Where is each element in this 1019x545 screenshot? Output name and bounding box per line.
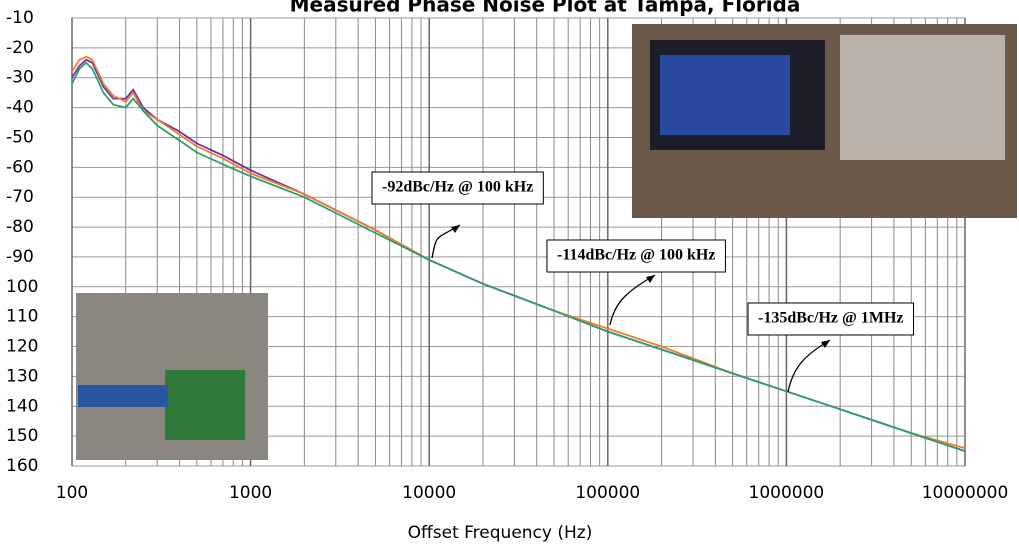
y-tick-label: -60: [6, 157, 34, 177]
photo-analyzer: [632, 24, 1017, 218]
annotation: -135dBc/Hz @ 1MHz: [758, 310, 904, 327]
annotation-arrow: [610, 275, 655, 325]
y-tick-label: -90: [6, 247, 34, 267]
photo-cable: [78, 385, 168, 407]
x-tick-label: 1000: [229, 483, 272, 503]
page: Measured Phase Noise Plot at Tampa, Flor…: [0, 0, 1019, 545]
chart: Measured Phase Noise Plot at Tampa, Flor…: [0, 0, 1019, 545]
y-tick-label: -80: [6, 217, 34, 237]
annotation: -92dBc/Hz @ 100 kHz: [382, 179, 533, 196]
photo-panel: [840, 35, 1005, 160]
y-tick-label: -30: [6, 68, 34, 88]
x-tick-label: 100000: [575, 483, 640, 503]
x-axis-label: Offset Frequency (Hz): [408, 523, 593, 543]
y-tick-label: -20: [6, 38, 34, 58]
photo-board: [76, 293, 268, 460]
chart-title: Measured Phase Noise Plot at Tampa, Flor…: [290, 0, 801, 17]
y-tick-label: 160: [6, 456, 38, 476]
photo-pcb: [165, 370, 245, 440]
annotation-arrowhead: [646, 275, 655, 283]
y-tick-label: -50: [6, 127, 34, 147]
y-tick-label: -10: [6, 8, 34, 28]
y-tick-label: 140: [6, 396, 38, 416]
x-tick-label: 100: [56, 483, 88, 503]
y-tick-label: 150: [6, 426, 38, 446]
photo-display: [660, 55, 790, 135]
y-tick-label: 100: [6, 277, 38, 297]
y-tick-label: -70: [6, 187, 34, 207]
y-tick-label: 130: [6, 366, 38, 386]
annotation: -114dBc/Hz @ 100 kHz: [557, 247, 715, 264]
annotation-arrowhead: [451, 225, 460, 233]
y-tick-label: 110: [6, 307, 38, 327]
y-tick-label: -40: [6, 98, 34, 118]
x-tick-label: 1000000: [749, 483, 825, 503]
x-tick-label: 10000: [402, 483, 456, 503]
annotation-arrow: [788, 340, 830, 392]
y-tick-label: 120: [6, 337, 38, 357]
x-tick-label: 10000000: [922, 483, 1009, 503]
